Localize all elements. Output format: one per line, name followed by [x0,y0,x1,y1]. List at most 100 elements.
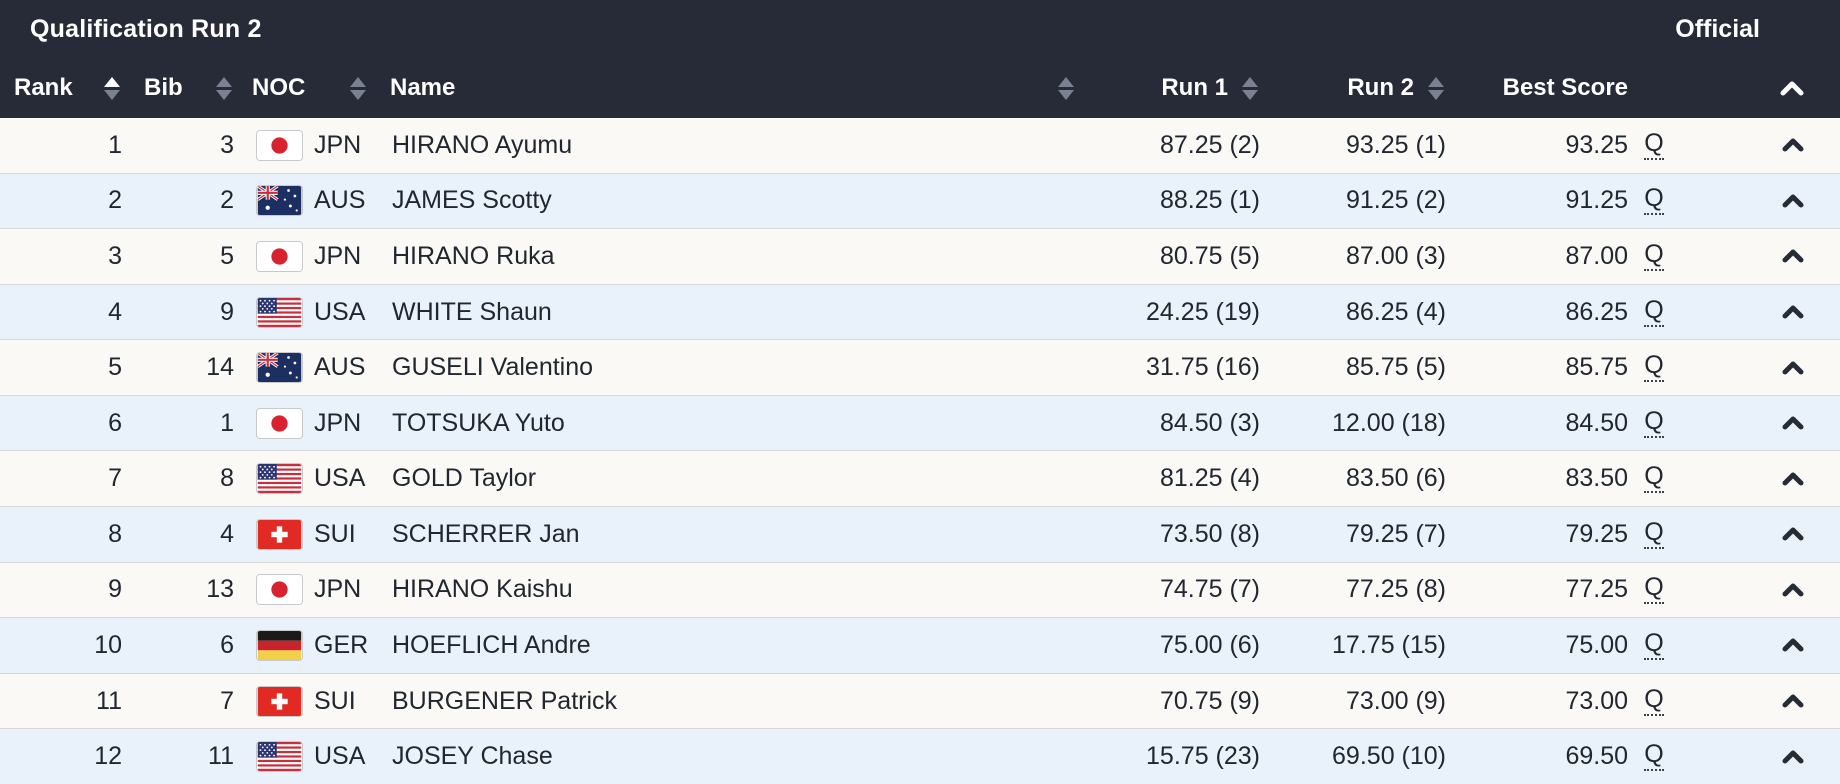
bib-value: 5 [220,241,234,270]
run1-score: 84.50 (3) [1159,408,1260,437]
best-score-value: 84.50 [1565,408,1628,437]
column-header-rank[interactable]: Rank [0,58,122,118]
sort-arrows-icon[interactable] [1242,76,1258,100]
rank-value: 11 [96,686,122,715]
country-flag-icon-usa [256,296,303,328]
chevron-up-icon[interactable] [1782,750,1804,764]
sort-arrows-icon[interactable] [104,76,120,100]
name-cell: HIRANO Kaishu [390,563,1080,618]
bib-value: 1 [220,408,234,437]
qualified-badge[interactable]: Q [1644,630,1664,660]
chevron-up-icon[interactable] [1782,416,1804,430]
run2-score: 93.25 (1) [1345,130,1446,159]
chevron-up-icon[interactable] [1782,361,1804,375]
table-row[interactable]: 8 4 SUI SCHERRER Jan 73.50 (8) 79.25 (7)… [0,506,1840,562]
column-header-noc-label: NOC [252,74,306,101]
run2-cell: 79.25 (7) [1260,507,1446,562]
name-cell: GUSELI Valentino [390,340,1080,395]
run1-score: 73.50 (8) [1159,519,1260,548]
column-header-name[interactable]: Name [390,58,1080,118]
noc-cell: SUI [234,507,390,562]
chevron-up-icon[interactable] [1782,527,1804,541]
rank-value: 4 [108,297,122,326]
qualified-cell: Q [1628,285,1680,340]
qualified-badge[interactable]: Q [1644,742,1664,772]
table-row[interactable]: 6 1 JPN TOTSUKA Yuto 84.50 (3) 12.00 (18… [0,394,1840,451]
sort-arrows-icon[interactable] [1058,76,1074,100]
best-score-cell: 87.00 [1446,229,1628,284]
noc-code: SUI [314,686,356,715]
noc-code: USA [314,464,366,493]
bib-cell: 4 [122,507,234,562]
row-collapse-cell [1680,451,1840,506]
run1-cell: 74.75 (7) [1080,563,1260,618]
table-row[interactable]: 3 5 JPN HIRANO Ruka 80.75 (5) 87.00 (3) … [0,228,1840,284]
name-cell: BURGENER Patrick [390,674,1080,729]
run1-score: 70.75 (9) [1159,686,1260,715]
noc-cell: USA [234,451,390,506]
chevron-up-icon[interactable] [1782,472,1804,486]
sort-arrows-icon[interactable] [216,76,232,100]
run2-score: 12.00 (18) [1332,408,1446,437]
country-flag-icon-sui [256,685,303,717]
qualified-badge[interactable]: Q [1644,686,1664,716]
chevron-up-icon[interactable] [1782,249,1804,263]
table-row[interactable]: 7 8 USA GOLD Taylor 81.25 (4) 83.50 (6) … [0,450,1840,507]
best-score-value: 93.25 [1565,130,1628,159]
run2-score: 73.00 (9) [1345,686,1446,715]
chevron-up-icon[interactable] [1782,194,1804,208]
qualified-badge[interactable]: Q [1644,297,1664,327]
rank-value: 8 [108,519,122,548]
rank-cell: 5 [0,340,122,395]
table-row[interactable]: 9 13 JPN HIRANO Kaishu 74.75 (7) 77.25 (… [0,561,1840,618]
athlete-name: WHITE Shaun [392,297,552,326]
sort-arrows-icon[interactable] [1428,76,1444,100]
row-collapse-cell [1680,396,1840,451]
run1-score: 81.25 (4) [1159,464,1260,493]
table-row[interactable]: 1 3 JPN HIRANO Ayumu 87.25 (2) 93.25 (1)… [0,118,1840,173]
rank-cell: 10 [0,618,122,673]
qualified-badge[interactable]: Q [1644,575,1664,605]
chevron-up-icon[interactable] [1782,138,1804,152]
qualified-badge[interactable]: Q [1644,408,1664,438]
qualified-badge[interactable]: Q [1644,353,1664,383]
noc-cell: GER [234,618,390,673]
column-header-run1[interactable]: Run 1 [1080,58,1260,118]
bib-cell: 11 [122,729,234,784]
row-collapse-cell [1680,507,1840,562]
qualified-badge[interactable]: Q [1644,130,1664,160]
noc-code: AUS [314,353,366,382]
country-flag-icon-usa [256,741,303,773]
qualified-badge[interactable]: Q [1644,186,1664,216]
table-row[interactable]: 12 11 USA JOSEY Chase 15.75 (23) 69.50 (… [0,728,1840,784]
column-header-run2[interactable]: Run 2 [1260,58,1446,118]
best-score-cell: 85.75 [1446,340,1628,395]
qualified-badge[interactable]: Q [1644,464,1664,494]
table-row[interactable]: 2 2 AUS JAMES Scotty 88.25 (1) 91.25 (2)… [0,172,1840,229]
bib-value: 11 [208,742,234,771]
bib-value: 14 [206,353,234,382]
bib-cell: 9 [122,285,234,340]
column-header-noc[interactable]: NOC [234,58,390,118]
page-title: Qualification Run 2 [30,14,262,43]
table-row[interactable]: 5 14 AUS GUSELI Valentino 31.75 (16) 85.… [0,339,1840,395]
table-row[interactable]: 10 6 GER HOEFLICH Andre 75.00 (6) 17.75 … [0,617,1840,673]
qualified-cell: Q [1628,674,1680,729]
rank-cell: 11 [0,674,122,729]
athlete-name: HOEFLICH Andre [392,630,591,659]
table-row[interactable]: 11 7 SUI BURGENER Patrick 70.75 (9) 73.0… [0,672,1840,729]
column-header-bib[interactable]: Bib [122,58,234,118]
run1-cell: 70.75 (9) [1080,674,1260,729]
chevron-up-icon[interactable] [1782,305,1804,319]
table-row[interactable]: 4 9 USA WHITE Shaun 24.25 (19) 86.25 (4)… [0,283,1840,340]
rank-cell: 4 [0,285,122,340]
chevron-up-icon[interactable] [1782,583,1804,597]
chevron-up-icon[interactable] [1782,638,1804,652]
qualified-badge[interactable]: Q [1644,519,1664,549]
chevron-up-icon[interactable] [1780,80,1804,96]
run2-cell: 69.50 (10) [1260,729,1446,784]
qualified-badge[interactable]: Q [1644,241,1664,271]
sort-arrows-icon[interactable] [350,76,366,100]
chevron-up-icon[interactable] [1782,694,1804,708]
